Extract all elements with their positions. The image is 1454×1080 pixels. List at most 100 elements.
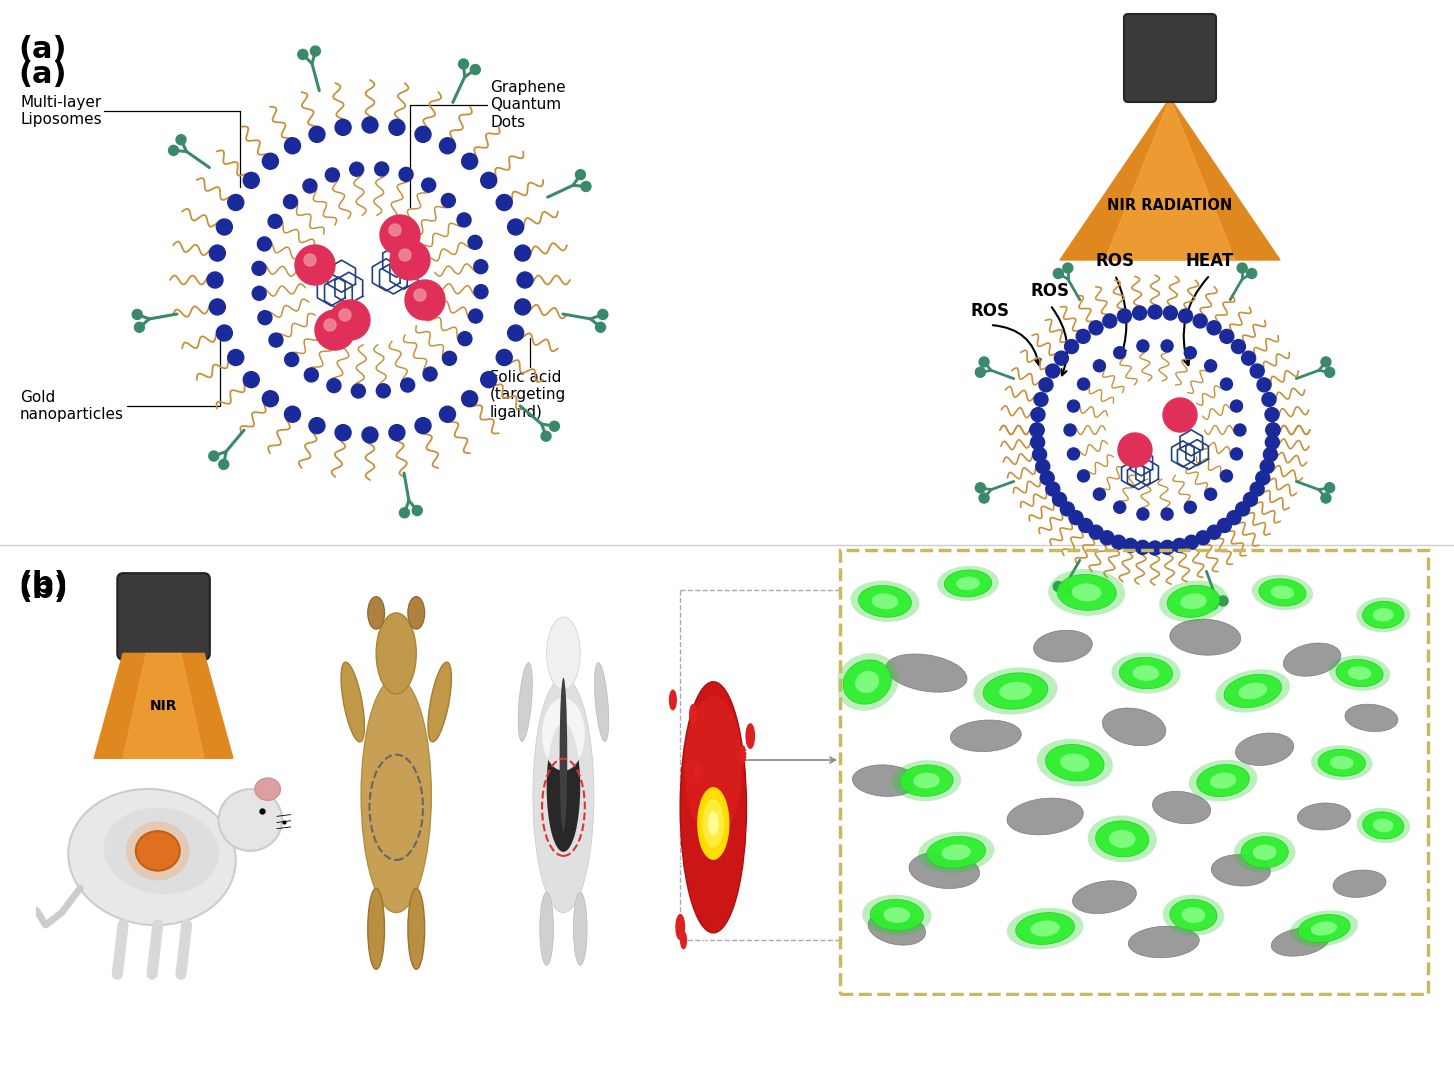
Circle shape <box>414 289 426 301</box>
Circle shape <box>507 219 523 235</box>
Ellipse shape <box>1290 910 1358 947</box>
Circle shape <box>285 138 301 153</box>
Circle shape <box>1137 508 1149 521</box>
Circle shape <box>458 59 468 69</box>
Polygon shape <box>1060 98 1280 260</box>
Ellipse shape <box>518 663 532 741</box>
Text: Multi-layer
Liposomes: Multi-layer Liposomes <box>20 95 240 187</box>
Circle shape <box>1045 364 1060 378</box>
Circle shape <box>461 153 477 170</box>
Ellipse shape <box>1182 907 1205 923</box>
Ellipse shape <box>1329 656 1390 691</box>
Ellipse shape <box>377 612 416 693</box>
Ellipse shape <box>1153 792 1211 824</box>
Circle shape <box>1262 392 1277 406</box>
Polygon shape <box>1105 98 1234 260</box>
Circle shape <box>481 173 497 188</box>
Ellipse shape <box>361 678 432 913</box>
Text: ROS: ROS <box>1031 282 1070 300</box>
Circle shape <box>1185 347 1197 359</box>
Ellipse shape <box>1031 920 1060 936</box>
Circle shape <box>1077 470 1089 482</box>
Circle shape <box>1031 407 1045 421</box>
Circle shape <box>422 178 436 192</box>
Circle shape <box>1220 378 1233 390</box>
Ellipse shape <box>1189 760 1258 801</box>
Ellipse shape <box>547 617 580 690</box>
Circle shape <box>442 193 455 207</box>
Circle shape <box>334 120 350 135</box>
Circle shape <box>695 762 699 779</box>
Circle shape <box>1264 447 1278 461</box>
Circle shape <box>1266 423 1280 437</box>
Ellipse shape <box>1008 798 1083 835</box>
Circle shape <box>349 162 364 176</box>
Ellipse shape <box>884 907 910 923</box>
Text: NIR: NIR <box>150 700 177 714</box>
Ellipse shape <box>1271 928 1329 956</box>
Circle shape <box>414 418 430 434</box>
Ellipse shape <box>983 673 1048 710</box>
Ellipse shape <box>1170 900 1217 931</box>
Ellipse shape <box>1357 597 1410 632</box>
Circle shape <box>228 350 244 365</box>
Circle shape <box>1064 339 1079 353</box>
FancyBboxPatch shape <box>118 573 209 660</box>
Ellipse shape <box>869 900 923 931</box>
Circle shape <box>1265 435 1280 449</box>
Circle shape <box>1118 309 1131 323</box>
Circle shape <box>1077 378 1089 390</box>
Circle shape <box>334 424 350 441</box>
Circle shape <box>1064 424 1076 436</box>
Ellipse shape <box>938 566 999 600</box>
Circle shape <box>1114 501 1125 513</box>
Ellipse shape <box>1102 708 1166 745</box>
Ellipse shape <box>1348 666 1371 679</box>
Ellipse shape <box>1037 739 1112 786</box>
Circle shape <box>1246 269 1256 279</box>
Circle shape <box>1197 530 1210 544</box>
Circle shape <box>1185 501 1197 513</box>
Ellipse shape <box>560 678 567 832</box>
Ellipse shape <box>1109 829 1136 848</box>
Circle shape <box>310 46 320 56</box>
Ellipse shape <box>1168 585 1220 618</box>
Circle shape <box>598 310 608 320</box>
Circle shape <box>1208 599 1217 610</box>
Circle shape <box>252 286 266 300</box>
Ellipse shape <box>1006 908 1083 949</box>
Circle shape <box>1261 459 1274 473</box>
Ellipse shape <box>1312 921 1338 935</box>
Text: (a): (a) <box>17 60 67 89</box>
Ellipse shape <box>685 696 743 838</box>
Circle shape <box>1029 423 1044 437</box>
Circle shape <box>1089 525 1104 539</box>
Circle shape <box>439 406 455 422</box>
Circle shape <box>398 167 413 181</box>
Circle shape <box>1137 340 1149 352</box>
Circle shape <box>670 690 676 710</box>
Circle shape <box>316 310 355 350</box>
Ellipse shape <box>855 671 880 693</box>
Circle shape <box>712 808 721 832</box>
Text: ROS: ROS <box>970 302 1009 320</box>
Circle shape <box>1089 321 1104 335</box>
Ellipse shape <box>1357 808 1410 843</box>
Circle shape <box>310 126 326 143</box>
Circle shape <box>1162 508 1173 521</box>
Text: Gold
nanoparticles: Gold nanoparticles <box>20 333 220 422</box>
Circle shape <box>1149 541 1162 555</box>
Circle shape <box>689 705 696 724</box>
Circle shape <box>550 421 560 431</box>
Ellipse shape <box>218 789 282 851</box>
Circle shape <box>310 418 326 434</box>
Ellipse shape <box>1373 608 1393 621</box>
Circle shape <box>976 367 986 377</box>
Circle shape <box>1204 488 1217 500</box>
Polygon shape <box>124 653 204 758</box>
Ellipse shape <box>1073 880 1137 914</box>
FancyBboxPatch shape <box>1124 14 1216 102</box>
Ellipse shape <box>427 662 451 742</box>
Ellipse shape <box>1034 631 1092 662</box>
Ellipse shape <box>1197 765 1249 797</box>
